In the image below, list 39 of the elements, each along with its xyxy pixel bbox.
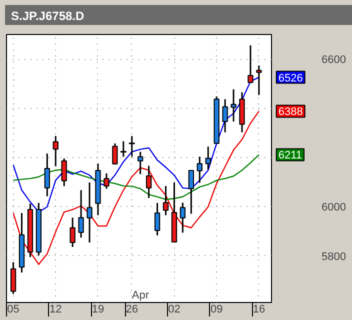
candlestick	[70, 216, 76, 248]
candlestick	[112, 142, 118, 166]
candlestick	[222, 98, 228, 134]
y-tick-label: 6000	[322, 202, 346, 214]
candlestick	[104, 172, 110, 190]
candlestick	[86, 182, 92, 244]
candlestick	[10, 261, 16, 295]
y-tick-label: 5800	[322, 250, 346, 263]
candlestick	[256, 64, 262, 96]
candlestick	[205, 146, 211, 170]
annotation: 6211	[278, 150, 302, 162]
candlestick	[61, 158, 67, 187]
annotation: 6526	[278, 72, 303, 84]
x-tick-label: 09	[210, 304, 223, 316]
candlestick	[180, 202, 186, 234]
y-tick-label: 6600	[322, 54, 346, 66]
annotation: 6388	[278, 106, 303, 118]
candlestick	[44, 152, 50, 198]
candlestick	[146, 165, 152, 199]
line-series	[12, 154, 260, 200]
annotation: Apr	[132, 290, 150, 302]
candlestick	[52, 135, 58, 168]
candlestick	[162, 185, 169, 216]
candlestick	[230, 88, 236, 122]
candlestick	[78, 189, 84, 238]
candlestick	[138, 151, 144, 175]
line-series	[12, 110, 260, 265]
x-tick-label: 05	[7, 304, 20, 316]
candlestick	[248, 44, 254, 84]
x-tick-label: 16	[252, 304, 266, 316]
x-tick-label: 12	[50, 304, 62, 316]
x-tick-label: 26	[126, 304, 138, 316]
line-series	[12, 76, 260, 213]
x-tick-label: 02	[168, 304, 180, 316]
chart-title: S.JP.J6758.D	[11, 8, 84, 25]
x-tick-label: 19	[92, 304, 104, 316]
candlestick	[188, 170, 194, 214]
candlestick	[196, 156, 202, 184]
candlestick	[154, 202, 160, 236]
